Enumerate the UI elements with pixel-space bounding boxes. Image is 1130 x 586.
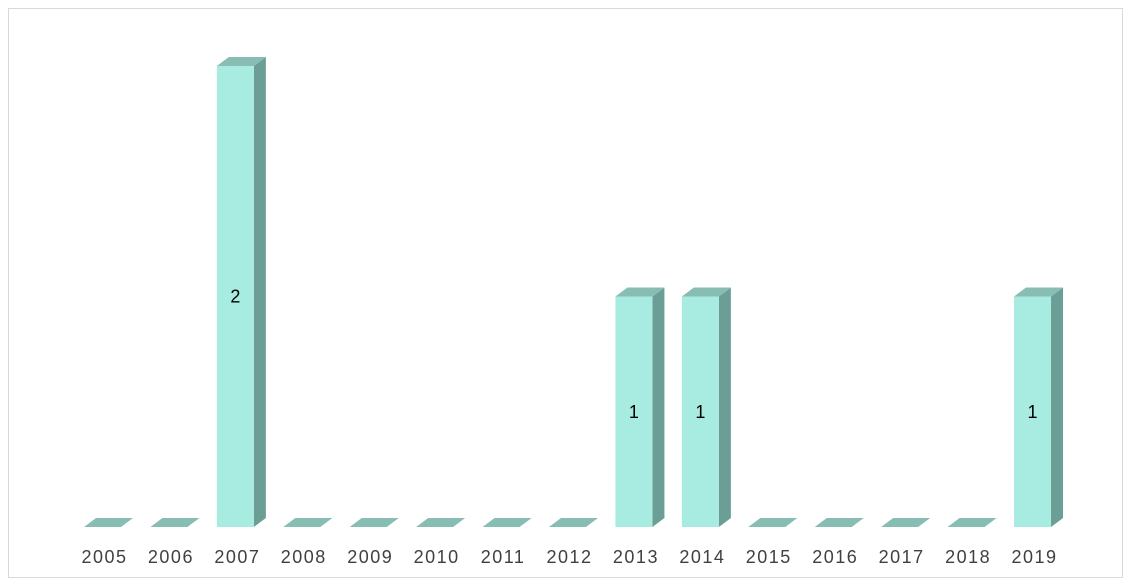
bar-2010	[416, 518, 466, 527]
data-labels-layer: 2 1 1 1	[230, 287, 1037, 422]
bar-front-2007	[216, 66, 254, 527]
bars-layer	[84, 57, 1064, 527]
data-label-2019: 1	[1028, 402, 1038, 422]
x-tick-label-2008: 2008	[281, 547, 327, 567]
bar-top-2010	[416, 518, 466, 527]
bar-2007	[216, 57, 266, 527]
x-tick-label-2005: 2005	[81, 547, 127, 567]
x-tick-label-2015: 2015	[746, 547, 792, 567]
bar-side-2014	[718, 287, 731, 527]
x-tick-label-2007: 2007	[214, 547, 260, 567]
x-tick-label-2014: 2014	[679, 547, 725, 567]
x-tick-label-2011: 2011	[481, 547, 526, 567]
bar-top-2012	[549, 518, 599, 527]
bar-side-2007	[253, 57, 266, 527]
data-label-2007: 2	[230, 287, 240, 307]
bar-top-2008	[283, 518, 333, 527]
x-tick-label-2009: 2009	[347, 547, 393, 567]
bar-top-2006	[150, 518, 200, 527]
bar-top-2015	[748, 518, 798, 527]
x-tick-label-2018: 2018	[945, 547, 991, 567]
bar-front-2013	[615, 296, 653, 527]
bar-side-2013	[652, 287, 665, 527]
x-tick-label-2013: 2013	[613, 547, 659, 567]
data-label-2014: 1	[695, 402, 705, 422]
bar-top-2007	[216, 57, 266, 66]
bar-top-2011	[482, 518, 532, 527]
x-tick-label-2010: 2010	[414, 547, 460, 567]
bar-top-2016	[814, 518, 864, 527]
x-axis-tick-labels: 2005 2006 2007 2008 2009 2010 2011 2012 2013 2014…	[81, 547, 1057, 567]
x-tick-label-2012: 2012	[546, 547, 592, 567]
bar-2006	[150, 518, 200, 527]
chart-frame	[8, 8, 1123, 578]
bar-top-2009	[349, 518, 399, 527]
bar-top-2018	[947, 518, 997, 527]
bar-front-2019	[1014, 296, 1052, 527]
x-tick-label-2016: 2016	[812, 547, 858, 567]
bar-2005	[84, 518, 133, 527]
bar-2011	[482, 518, 532, 527]
bar-2016	[814, 518, 864, 527]
bar-top-2017	[881, 518, 931, 527]
x-tick-label-2019: 2019	[1011, 547, 1057, 567]
bar-front-2014	[681, 296, 719, 527]
bar-top-2005	[84, 518, 133, 527]
bar-2017	[881, 518, 931, 527]
bar-2018	[947, 518, 997, 527]
bar-2009	[349, 518, 399, 527]
bar-side-2019	[1051, 287, 1064, 527]
bar-top-2013	[615, 287, 665, 297]
bar-top-2014	[681, 287, 731, 297]
bar-2015	[748, 518, 798, 527]
bar-2012	[549, 518, 599, 527]
bar-2008	[283, 518, 333, 527]
x-tick-label-2006: 2006	[148, 547, 194, 567]
data-label-2013: 1	[629, 402, 639, 422]
bar-2019	[1014, 287, 1064, 527]
x-tick-label-2017: 2017	[879, 547, 925, 567]
bar-2013	[615, 287, 665, 527]
bar-top-2019	[1014, 287, 1064, 297]
bar-2014	[681, 287, 731, 527]
